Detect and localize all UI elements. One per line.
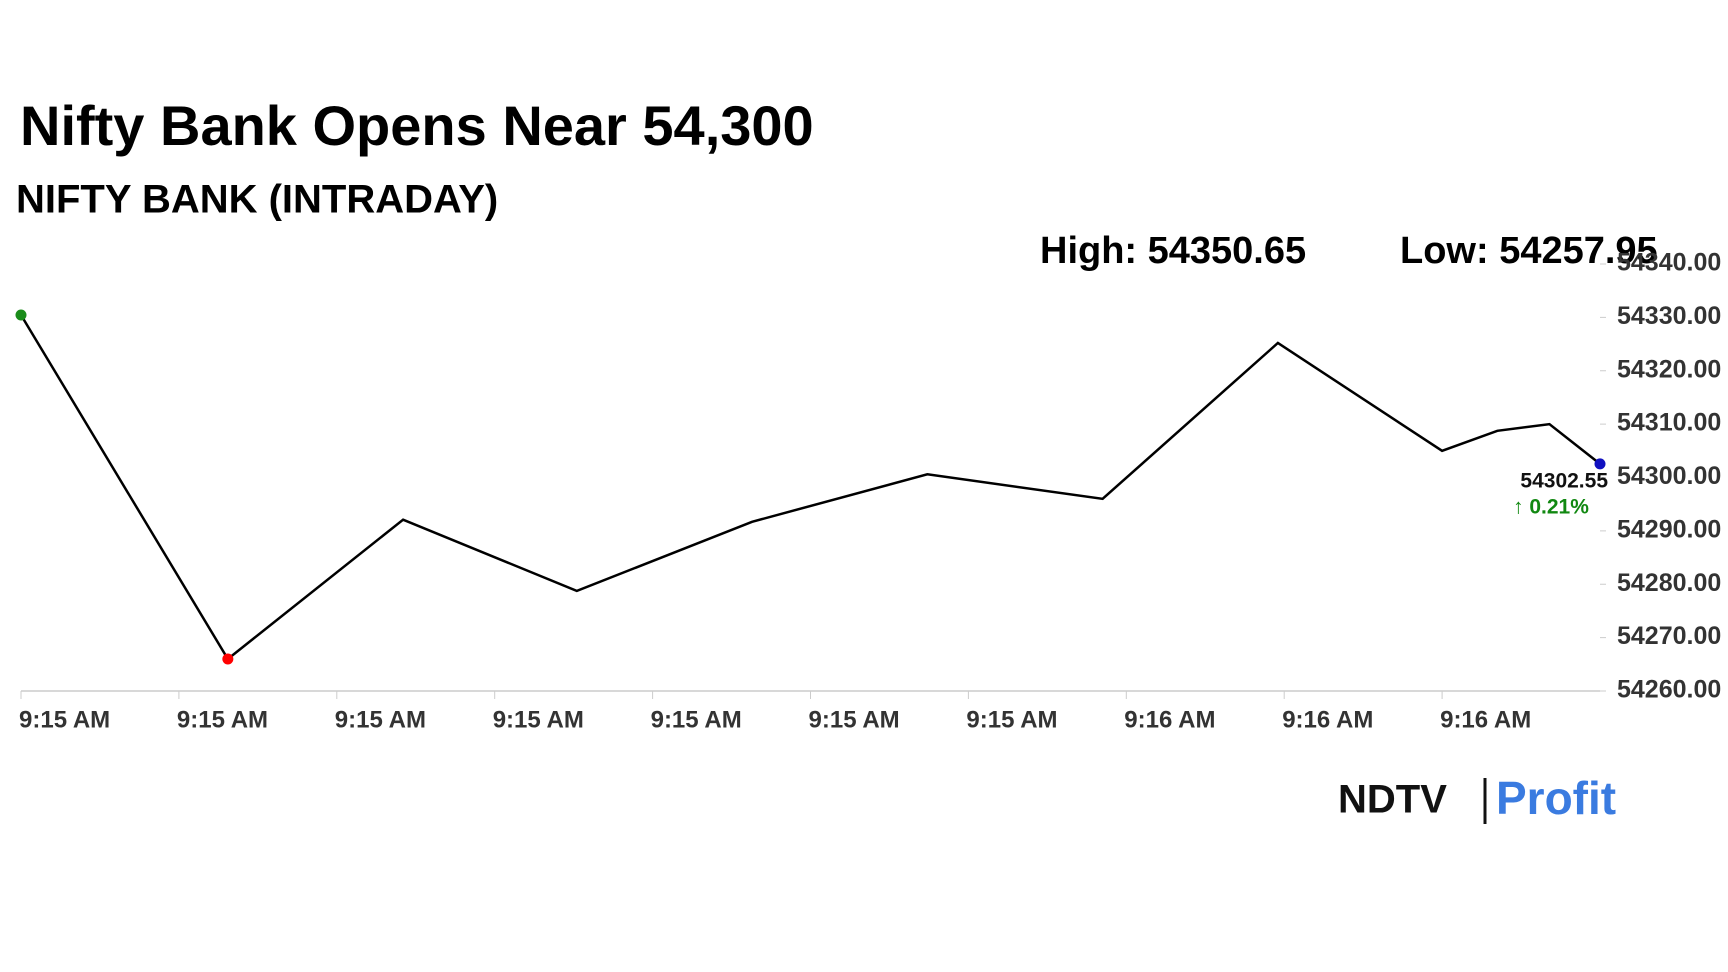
x-tick-label: 9:15 AM: [966, 706, 1057, 733]
x-tick-label: 9:15 AM: [493, 706, 584, 733]
y-tick-label: 54270.00: [1617, 622, 1721, 650]
chart-subtitle: NIFTY BANK (INTRADAY): [16, 178, 498, 222]
y-tick-label: 54280.00: [1617, 569, 1721, 597]
low-label: Low: 54257.95: [1400, 230, 1658, 272]
x-tick-label: 9:15 AM: [651, 706, 742, 733]
logo-profit: Profit: [1496, 772, 1616, 824]
point-marker: [15, 309, 27, 321]
y-tick-label: 54310.00: [1617, 409, 1721, 437]
x-tick-label: 9:16 AM: [1282, 706, 1373, 733]
point-marker: [222, 653, 234, 665]
y-tick-label: 54320.00: [1617, 355, 1721, 383]
x-tick-label: 9:16 AM: [1440, 706, 1531, 733]
x-tick-label: 9:15 AM: [177, 706, 268, 733]
y-tick-label: 54300.00: [1617, 462, 1721, 490]
change-label: ↑ 0.21%: [1513, 495, 1589, 518]
x-tick-label: 9:15 AM: [809, 706, 900, 733]
y-tick-label: 54340.00: [1617, 249, 1721, 277]
logo-ndtv: NDTV: [1338, 778, 1447, 822]
x-tick-label: 9:15 AM: [335, 706, 426, 733]
x-tick-label: 9:15 AM: [19, 706, 110, 733]
x-tick-label: 9:16 AM: [1124, 706, 1215, 733]
y-tick-label: 54260.00: [1617, 676, 1721, 704]
chart-title: Nifty Bank Opens Near 54,300: [20, 94, 814, 157]
high-label: High: 54350.65: [1040, 230, 1306, 272]
point-marker: [1594, 458, 1606, 470]
line: [19, 314, 1601, 661]
last-value-label: 54302.55: [1520, 469, 1608, 492]
y-tick-label: 54330.00: [1617, 302, 1721, 330]
y-tick-label: 54290.00: [1617, 515, 1721, 543]
